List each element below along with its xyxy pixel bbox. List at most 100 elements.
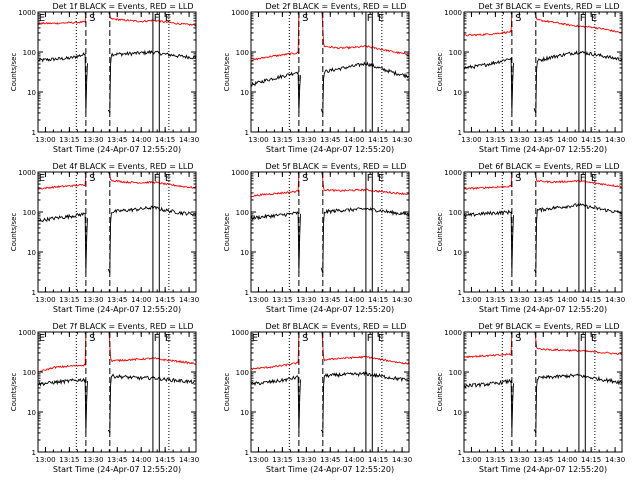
events-series-line-1 [38, 377, 88, 433]
x-tick-label: 14:30 [179, 456, 199, 464]
interval-marker-s: S [515, 13, 521, 24]
plot-frame [463, 11, 623, 133]
x-tick-label: 14:15 [581, 136, 601, 144]
chart-title: Det 1f BLACK = Events, RED = LLD [52, 2, 193, 11]
interval-marker-s: S [89, 173, 95, 184]
chart-title: Det 2f BLACK = Events, RED = LLD [265, 2, 406, 11]
interval-marker-f: F [580, 13, 586, 24]
lld-series-line-1 [38, 172, 88, 190]
plot-frame [250, 171, 410, 293]
x-tick-label: 14:30 [605, 456, 625, 464]
chart-panel-9: Det 9f BLACK = Events, RED = LLD S F E 1 10 10… [436, 322, 625, 474]
events-series-line-2 [320, 207, 409, 274]
y-tick-label: 1000 [444, 169, 462, 177]
x-tick-label: 14:15 [368, 456, 388, 464]
chart-title: Det 7f BLACK = Events, RED = LLD [52, 322, 193, 331]
x-axis-label: Start Time (24-Apr-07 12:55:20) [53, 145, 181, 154]
y-tick-label: 1000 [18, 169, 36, 177]
x-tick-label: 13:45 [320, 296, 340, 304]
chart-title: Det 5f BLACK = Events, RED = LLD [265, 162, 406, 171]
x-tick-label: 13:45 [320, 136, 340, 144]
interval-marker-f: F [154, 13, 160, 24]
x-tick-label: 13:15 [59, 296, 79, 304]
x-tick-label: 14:30 [605, 136, 625, 144]
events-series-line-2 [533, 202, 622, 274]
interval-marker-s: S [302, 333, 308, 344]
interval-marker-e: E [165, 173, 171, 184]
x-tick-label: 13:30 [296, 296, 316, 304]
interval-marker-e: E [591, 13, 597, 24]
interval-marker-e: E [591, 173, 597, 184]
x-tick-label: 13:30 [296, 456, 316, 464]
interval-marker-f: F [367, 13, 373, 24]
x-tick-label: 13:45 [107, 136, 127, 144]
x-tick-label: 13:00 [461, 296, 481, 304]
y-tick-label: 1 [245, 129, 249, 137]
chart-title: Det 8f BLACK = Events, RED = LLD [265, 322, 406, 331]
x-tick-label: 13:30 [83, 296, 103, 304]
y-tick-label: 10 [453, 89, 462, 97]
plot-frame [37, 331, 197, 453]
y-axis-label: Counts/sec [10, 373, 18, 412]
x-tick-label: 13:15 [485, 456, 505, 464]
interval-marker-s: S [89, 13, 95, 24]
x-tick-label: 13:00 [35, 456, 55, 464]
x-tick-label: 13:00 [248, 136, 268, 144]
x-tick-label: 13:15 [59, 136, 79, 144]
x-axis-label: Start Time (24-Apr-07 12:55:20) [479, 465, 607, 474]
x-tick-label: 13:00 [461, 136, 481, 144]
y-tick-label: 100 [23, 209, 36, 217]
x-tick-label: 13:00 [35, 296, 55, 304]
x-tick-label: 14:15 [155, 456, 175, 464]
x-tick-label: 14:15 [581, 296, 601, 304]
y-tick-label: 1 [458, 289, 462, 297]
x-tick-label: 14:30 [605, 296, 625, 304]
events-series-line-2 [320, 371, 409, 434]
y-tick-label: 1000 [18, 9, 36, 17]
interval-marker-f: F [580, 173, 586, 184]
x-tick-label: 14:30 [392, 456, 412, 464]
y-tick-label: 100 [236, 49, 249, 57]
x-tick-label: 14:00 [557, 136, 577, 144]
y-tick-label: 1 [32, 129, 36, 137]
plot-frame [250, 331, 410, 453]
y-tick-label: 10 [453, 249, 462, 257]
interval-marker-f: F [367, 333, 373, 344]
y-axis-label: Counts/sec [10, 53, 18, 92]
x-tick-label: 14:00 [557, 456, 577, 464]
interval-marker-e: E [378, 173, 384, 184]
x-tick-label: 13:30 [83, 136, 103, 144]
x-tick-label: 14:00 [557, 296, 577, 304]
interval-marker-e: E [252, 333, 258, 344]
interval-marker-e: E [39, 333, 45, 344]
lld-series-line-1 [38, 332, 88, 373]
series-group [464, 332, 622, 434]
plot-frame [37, 11, 197, 133]
interval-marker-s: S [302, 13, 308, 24]
events-series-line-2 [533, 50, 622, 114]
y-tick-label: 1 [32, 449, 36, 457]
series-group [38, 12, 196, 114]
interval-marker-e: E [165, 333, 171, 344]
events-series-line-2 [320, 61, 409, 115]
lld-series-line-2 [108, 332, 196, 365]
x-tick-label: 13:30 [83, 456, 103, 464]
y-tick-label: 10 [27, 249, 36, 257]
x-axis-label: Start Time (24-Apr-07 12:55:20) [479, 305, 607, 314]
interval-marker-e: E [378, 333, 384, 344]
events-series-line-1 [251, 211, 301, 273]
interval-marker-s: S [302, 173, 308, 184]
interval-marker-e: E [39, 173, 45, 184]
x-tick-label: 13:15 [485, 296, 505, 304]
interval-marker-f: F [154, 333, 160, 344]
y-tick-label: 100 [23, 369, 36, 377]
events-series-line-1 [251, 375, 301, 433]
y-tick-label: 1000 [231, 169, 249, 177]
x-tick-label: 14:00 [131, 456, 151, 464]
lld-series-line-2 [534, 12, 622, 34]
x-tick-label: 13:30 [509, 296, 529, 304]
series-group [251, 12, 409, 115]
